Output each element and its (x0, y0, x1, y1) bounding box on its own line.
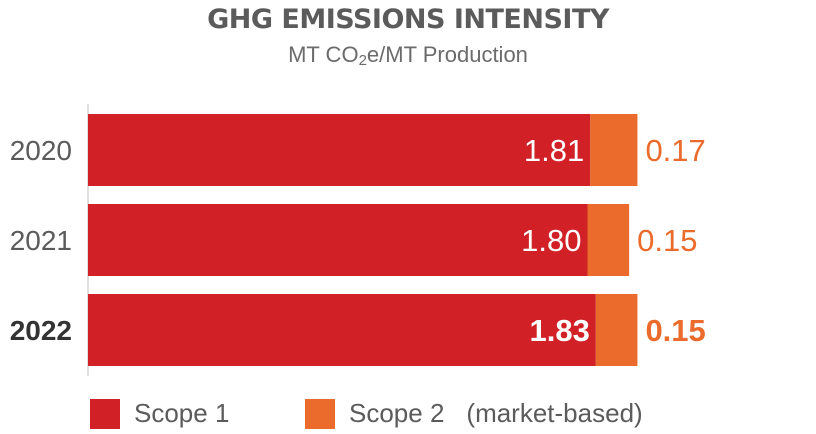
bar-2022-scope-2 (595, 294, 638, 366)
bar-chart: 2020 1.81 0.17 2021 1.80 0.15 2022 1.83 0.15 (10, 104, 706, 376)
chart-title: GHG EMISSIONS INTENSITY (207, 4, 609, 35)
bar-2020-scope-1 (88, 114, 591, 186)
category-label-2020: 2020 (10, 135, 72, 166)
data-label-2022-scope-1: 1.83 (529, 313, 589, 348)
chart-legend: Scope 1 Scope 2 (market-based) (0, 398, 816, 434)
legend-swatch-scope-1 (90, 398, 120, 429)
category-label-2021: 2021 (10, 225, 72, 256)
data-label-2020-scope-1: 1.81 (524, 133, 584, 168)
data-label-2020-scope-2: 0.17 (645, 133, 705, 168)
legend-item-scope-1: Scope 1 (90, 398, 229, 429)
legend-label-scope-2: Scope 2 (349, 398, 445, 428)
bar-2020-scope-2 (590, 114, 638, 186)
legend-label-scope-2-qualifier: (market-based) (466, 398, 643, 428)
data-label-2021-scope-1: 1.80 (521, 223, 581, 258)
data-label-2021-scope-2: 0.15 (637, 223, 697, 258)
legend-swatch-scope-2 (305, 398, 335, 429)
legend-label-scope-1: Scope 1 (134, 398, 230, 428)
bar-2021-scope-2 (587, 204, 630, 276)
chart-subtitle: MT CO2e/MT Production (288, 42, 528, 69)
bar-2021-scope-1 (88, 204, 588, 276)
legend-item-scope-2: Scope 2 (market-based) (305, 398, 643, 429)
category-label-2022: 2022 (10, 315, 72, 346)
bar-2022-scope-1 (88, 294, 596, 366)
data-label-2022-scope-2: 0.15 (645, 313, 705, 348)
